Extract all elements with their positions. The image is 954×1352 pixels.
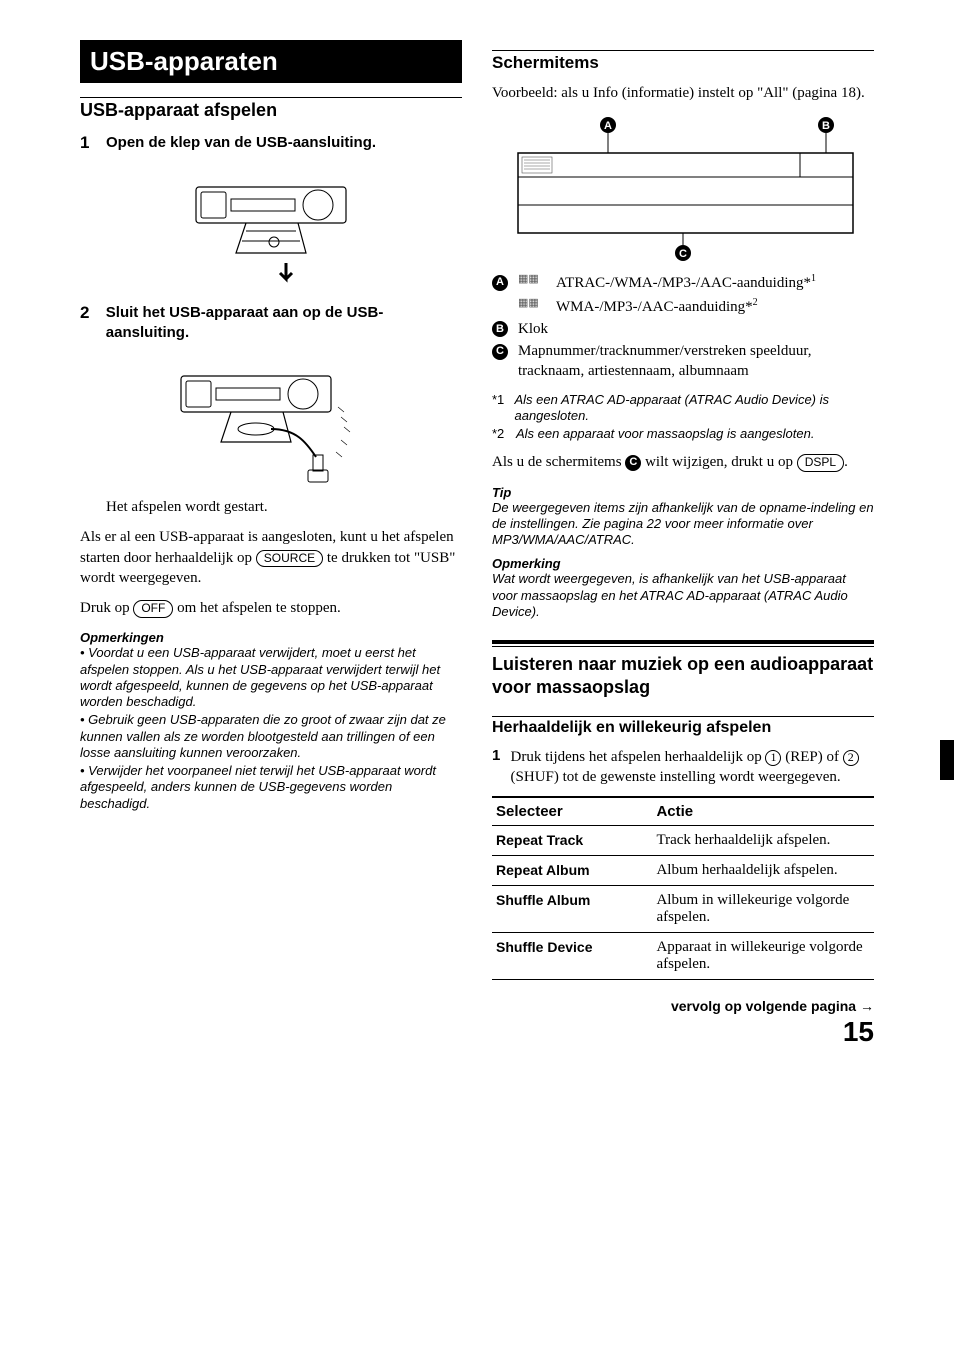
- svg-text:C: C: [679, 248, 687, 260]
- table-row: Shuffle Album Album in willekeurige volg…: [492, 885, 874, 932]
- step-repeat-1: 1 Druk tijdens het afspelen herhaaldelij…: [492, 747, 874, 788]
- page-edge-tab: [940, 740, 954, 780]
- cell-repeat-album: Repeat Album: [492, 855, 652, 885]
- svg-text:B: B: [822, 120, 830, 132]
- cell-shuffle-device: Shuffle Device: [492, 932, 652, 979]
- step-2: 2 Sluit het USB-apparaat aan op de USB-a…: [80, 303, 462, 342]
- note-3: Verwijder het voorpaneel niet terwijl he…: [80, 763, 462, 812]
- footnote-2-num: *2: [492, 426, 510, 442]
- notes-heading: Opmerkingen: [80, 630, 462, 645]
- cell-shuffle-device-action: Apparaat in willekeurige volgorde afspel…: [652, 932, 874, 979]
- tip-heading: Tip: [492, 485, 874, 500]
- caption-playback-started: Het afspelen wordt gestart.: [106, 497, 462, 517]
- opmerking-body: Wat wordt weergegeven, is afhankelijk va…: [492, 571, 874, 620]
- heading-schermitems: Schermitems: [492, 50, 874, 73]
- step-1: 1 Open de klep van de USB-aansluiting.: [80, 133, 462, 153]
- step-repeat-1-num: 1: [492, 747, 501, 788]
- para-stop-b: om het afspelen te stoppen.: [177, 600, 341, 616]
- para-change-items: Als u de schermitems C wilt wijzigen, dr…: [492, 452, 874, 472]
- notes-list: Voordat u een USB-apparaat verwijdert, m…: [80, 645, 462, 812]
- th-select: Selecteer: [492, 797, 652, 826]
- para-example: Voorbeeld: als u Info (informatie) inste…: [492, 83, 874, 103]
- para-stop-playback: Druk op OFF om het afspelen te stoppen.: [80, 598, 462, 618]
- list1-b: (REP) of: [785, 749, 843, 765]
- change-items-a: Als u de schermitems: [492, 454, 625, 470]
- th-action: Actie: [652, 797, 874, 826]
- para-stop-a: Druk op: [80, 600, 133, 616]
- legend-a1-sup: 1: [811, 273, 816, 284]
- display-schematic: A B C: [508, 113, 858, 268]
- format-icon-wma: ▦▦: [518, 296, 548, 317]
- change-items-c: .: [844, 454, 848, 470]
- figure-connect-usb: [80, 352, 462, 487]
- left-column: USB-apparaten USB-apparaat afspelen 1 Op…: [80, 40, 462, 1048]
- list1-a: Druk tijdens het afspelen herhaaldelijk …: [511, 749, 766, 765]
- section-rule: [492, 640, 874, 647]
- legend-a: A ▦▦ ATRAC-/WMA-/MP3-/AAC-aanduiding*1: [492, 272, 874, 293]
- figure-open-flap: [80, 163, 462, 293]
- step-1-number: 1: [80, 133, 96, 153]
- cell-shuffle-album: Shuffle Album: [492, 885, 652, 932]
- key-1-icon: 1: [765, 750, 781, 766]
- table-row: Repeat Album Album herhaaldelijk afspele…: [492, 855, 874, 885]
- note-1: Voordat u een USB-apparaat verwijdert, m…: [80, 645, 462, 710]
- legend-c-text: Mapnummer/tracknummer/verstreken speeldu…: [518, 341, 874, 382]
- para-already-connected: Als er al een USB-apparaat is aangeslote…: [80, 527, 462, 588]
- marker-c-inline: C: [625, 455, 641, 471]
- cell-repeat-album-action: Album herhaaldelijk afspelen.: [652, 855, 874, 885]
- legend-a1-text: ATRAC-/WMA-/MP3-/AAC-aanduiding*: [556, 275, 811, 291]
- continued-next-page: vervolg op volgende pagina →: [492, 998, 874, 1014]
- note-2: Gebruik geen USB-apparaten die zo groot …: [80, 712, 462, 761]
- right-column: Schermitems Voorbeeld: als u Info (infor…: [492, 40, 874, 1048]
- section-heading-usb: USB-apparaten: [80, 40, 462, 83]
- change-items-b: wilt wijzigen, drukt u op: [645, 454, 797, 470]
- legend-a2-text: WMA-/MP3-/AAC-aanduiding*: [556, 299, 753, 315]
- marker-b: B: [492, 321, 508, 337]
- footnote-2-text: Als een apparaat voor massaopslag is aan…: [516, 426, 814, 442]
- legend-a2-sup: 2: [753, 297, 758, 308]
- legend-a2: ▦▦ WMA-/MP3-/AAC-aanduiding*2: [492, 296, 874, 317]
- section-title-luisteren: Luisteren naar muziek op een audioappara…: [492, 653, 874, 698]
- format-icon-atrac: ▦▦: [518, 272, 548, 293]
- cell-repeat-track: Repeat Track: [492, 825, 652, 855]
- page-number: 15: [492, 1016, 874, 1048]
- heading-repeat-shuffle: Herhaaldelijk en willekeurig afspelen: [492, 716, 874, 737]
- opmerking-heading: Opmerking: [492, 556, 874, 571]
- step-1-text: Open de klep van de USB-aansluiting.: [106, 133, 376, 153]
- button-label-off: OFF: [133, 600, 173, 618]
- heading-usb-play: USB-apparaat afspelen: [80, 97, 462, 121]
- legend-c: C Mapnummer/tracknummer/verstreken speel…: [492, 341, 874, 382]
- key-2-icon: 2: [843, 750, 859, 766]
- tip-body: De weergegeven items zijn afhankelijk va…: [492, 500, 874, 549]
- legend-b-text: Klok: [518, 319, 874, 339]
- step-2-text: Sluit het USB-apparaat aan op de USB-aan…: [106, 303, 462, 342]
- svg-text:A: A: [604, 120, 612, 132]
- footnote-1-num: *1: [492, 392, 508, 425]
- modes-table: Selecteer Actie Repeat Track Track herha…: [492, 796, 874, 980]
- button-label-dspl: DSPL: [797, 454, 844, 472]
- button-label-source: SOURCE: [256, 550, 323, 568]
- cell-shuffle-album-action: Album in willekeurige volgorde afspelen.: [652, 885, 874, 932]
- footnote-2: *2 Als een apparaat voor massaopslag is …: [492, 426, 874, 442]
- marker-a: A: [492, 275, 508, 291]
- legend-b: B Klok: [492, 319, 874, 339]
- marker-c: C: [492, 344, 508, 360]
- list1-c: (SHUF) tot de gewenste instelling wordt …: [511, 769, 841, 785]
- footnote-1: *1 Als een ATRAC AD-apparaat (ATRAC Audi…: [492, 392, 874, 425]
- cell-repeat-track-action: Track herhaaldelijk afspelen.: [652, 825, 874, 855]
- step-2-number: 2: [80, 303, 96, 342]
- table-row: Shuffle Device Apparaat in willekeurige …: [492, 932, 874, 979]
- table-row: Repeat Track Track herhaaldelijk afspele…: [492, 825, 874, 855]
- footnote-1-text: Als een ATRAC AD-apparaat (ATRAC Audio D…: [514, 392, 874, 425]
- step-repeat-1-text: Druk tijdens het afspelen herhaaldelijk …: [511, 747, 874, 788]
